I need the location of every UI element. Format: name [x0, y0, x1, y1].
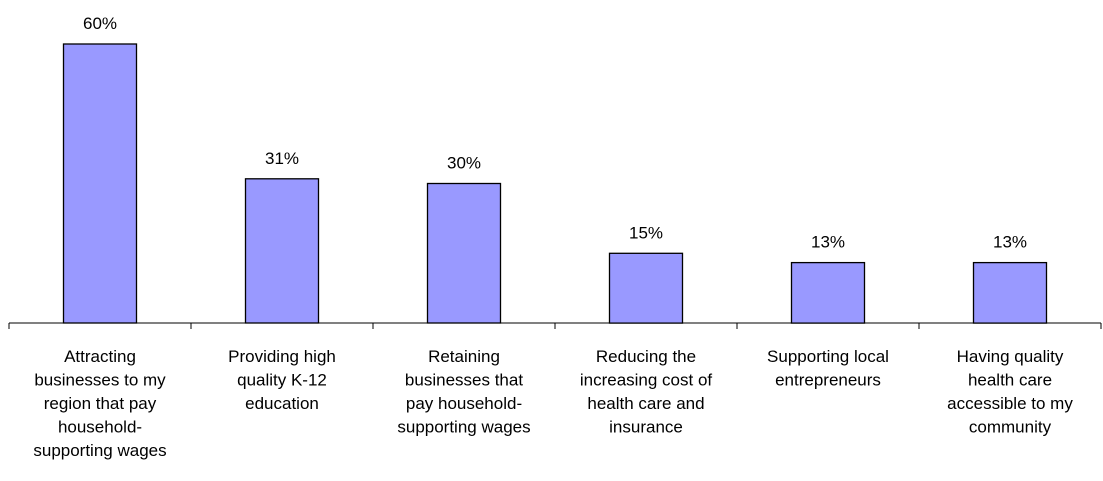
category-label-line: community: [969, 418, 1052, 437]
category-label-line: insurance: [609, 418, 683, 437]
bar-5: [790, 261, 866, 324]
bar-6: [972, 261, 1048, 324]
category-label-line: household-: [58, 418, 142, 437]
category-label-2: Providing high quality K-12 education: [228, 347, 336, 413]
category-label-line: increasing cost of: [580, 371, 713, 390]
category-label-line: accessible to my: [947, 394, 1073, 413]
category-label-line: supporting wages: [33, 441, 166, 460]
category-label-line: pay household-: [406, 394, 522, 413]
category-label-line: Retaining: [428, 347, 500, 366]
category-label-line: Supporting local: [767, 347, 889, 366]
category-label-line: Attracting: [64, 347, 136, 366]
category-label-line: Reducing the: [596, 347, 696, 366]
category-label-line: Providing high: [228, 347, 336, 366]
category-label-line: health care: [968, 371, 1052, 390]
bar-4: [608, 252, 684, 324]
category-label-line: education: [245, 394, 319, 413]
bar-1: [62, 43, 138, 324]
category-label-line: health care and: [587, 394, 704, 413]
category-label-line: quality K-12: [237, 371, 327, 390]
bars-layer: [62, 43, 1048, 324]
category-label-line: businesses that: [405, 371, 523, 390]
data-label-3: 30%: [447, 154, 481, 173]
bar-2: [244, 178, 320, 324]
category-label-4: Reducing the increasing cost of health car…: [580, 347, 713, 437]
category-label-3: Retaining businesses that pay household-su…: [397, 347, 530, 437]
data-label-4: 15%: [629, 223, 663, 242]
category-label-5: Supporting local entrepreneurs: [767, 347, 889, 390]
category-label-line: Having quality: [957, 347, 1064, 366]
category-label-line: region that pay: [44, 394, 157, 413]
data-label-5: 13%: [811, 233, 845, 252]
data-label-2: 31%: [265, 149, 299, 168]
x-axis: [8, 322, 1102, 329]
bar-3: [426, 182, 502, 324]
category-label-6: Having quality health care accessible to m…: [947, 347, 1073, 437]
category-label-line: entrepreneurs: [775, 371, 881, 390]
category-label-line: businesses to my: [34, 371, 166, 390]
category-label-line: supporting wages: [397, 418, 530, 437]
data-label-1: 60%: [83, 14, 117, 33]
data-label-6: 13%: [993, 233, 1027, 252]
category-label-1: Attracting businesses to my region that pa…: [33, 347, 166, 460]
labels-layer: 60% Attracting businesses to my region that…: [33, 14, 1073, 460]
